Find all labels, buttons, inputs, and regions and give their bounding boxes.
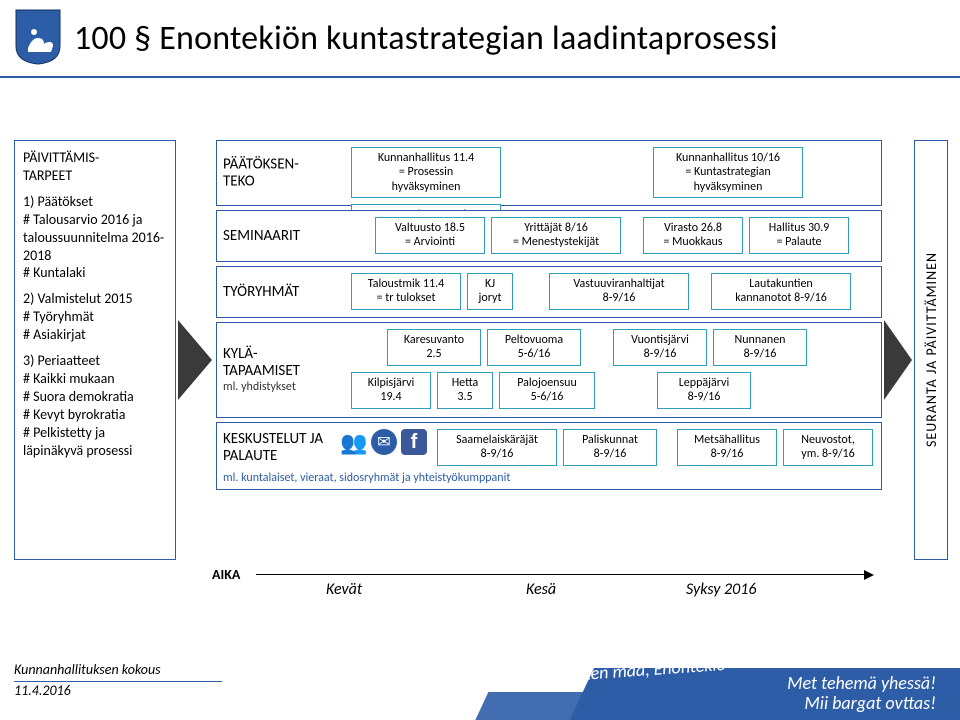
event-card: Virasto 26.8 = Muokkaus [643, 217, 743, 254]
facebook-icon: f [401, 429, 427, 455]
footer-meeting: Kunnanhallituksen kokous 11.4.2016 [14, 661, 222, 700]
event-card: KJ joryt [467, 273, 513, 310]
event-card: Kunnanhallitus 11.4 = Prosessin hyväksym… [351, 147, 501, 198]
row-label: PÄÄTÖKSEN- TEKO [223, 157, 343, 190]
left-item: # Talousarvio 2016 ja taloussuunnitelma … [23, 211, 167, 265]
axis-tick: Syksy 2016 [686, 580, 756, 599]
left-sec2-title: 2) Valmistelut 2015 [23, 290, 167, 308]
row-label: SEMINAARIT [223, 228, 343, 245]
left-heading: PÄIVITTÄMIS- TARPEET [23, 149, 167, 185]
row-footnote: ml. kuntalaiset, vieraat, sidosryhmät ja… [223, 471, 510, 485]
row-seminars: SEMINAARIT Valtuusto 18.5 = ArviointiYri… [216, 210, 882, 262]
left-item: # Kuntalaki [23, 264, 167, 282]
event-card: Kunnanhallitus 10/16 = Kuntastrategian h… [653, 147, 803, 198]
row-discussions: KESKUSTELUT JA PALAUTE 👥 ✉ f Saamelaiskä… [216, 422, 882, 490]
left-item: # Asiakirjat [23, 326, 167, 344]
spacer [351, 329, 381, 366]
footer-date: 11.4.2016 [14, 682, 71, 699]
event-card: Vuontisjärvi 8-9/16 [613, 329, 707, 366]
row-sublabel: ml. yhdistykset [223, 381, 343, 394]
left-item: # Pelkistetty ja läpinäkyvä prosessi [23, 424, 167, 460]
event-card: Hetta 3.5 [437, 372, 493, 409]
row-label: KESKUSTELUT JA PALAUTE [223, 431, 333, 464]
email-icon: ✉ [371, 429, 397, 455]
axis-tick: Kevät [326, 580, 362, 599]
contact-icons: 👥 ✉ f [341, 429, 427, 455]
spacer [587, 329, 607, 366]
left-item: # Kaikki mukaan [23, 370, 167, 388]
footer-slogan-2: Met tehemä yhessä! [787, 672, 936, 694]
left-sec3-title: 3) Periaatteet [23, 352, 167, 370]
event-card: Paliskunnat 8-9/16 [563, 429, 657, 466]
row-decisions: PÄÄTÖKSEN- TEKO Kunnanhallitus 11.4 = Pr… [216, 140, 882, 206]
time-axis: AIKA KevätKesäSyksy 2016 [216, 570, 882, 596]
arrow-right-icon [884, 320, 912, 400]
event-card: Lautakuntien kannanotot 8-9/16 [711, 273, 851, 310]
left-sec1-title: 1) Päätökset [23, 193, 167, 211]
row-label: TYÖRYHMÄT [223, 284, 343, 301]
municipality-logo [14, 8, 62, 66]
people-icon: 👥 [341, 429, 367, 455]
right-followup-box: SEURANTA JA PÄIVITTÄMINEN [914, 140, 948, 560]
right-text: SEURANTA JA PÄIVITTÄMINEN [923, 252, 940, 447]
event-card: Leppäjärvi 8-9/16 [657, 372, 751, 409]
left-needs-box: PÄIVITTÄMIS- TARPEET 1) Päätökset # Talo… [14, 140, 176, 560]
axis-tick: Kesä [526, 580, 556, 599]
left-item: # Työryhmät [23, 308, 167, 326]
event-card: Kilpisjärvi 19.4 [351, 372, 431, 409]
slide: 100 § Enontekiön kuntastrategian laadint… [0, 0, 960, 720]
event-card: Karesuvanto 2.5 [387, 329, 481, 366]
event-card: Vastuuviranhaltijat 8-9/16 [549, 273, 689, 310]
axis-line [256, 574, 872, 575]
event-card: Saamelaiskäräjät 8-9/16 [437, 429, 557, 466]
left-item: # Kevyt byrokratia [23, 406, 167, 424]
row-workgroups: TYÖRYHMÄT Taloustmik 11.4 = tr tuloksetK… [216, 266, 882, 318]
footer-slogan-3: Mii bargat ovttas! [804, 692, 936, 714]
row-label: KYLÄ- TAPAAMISET ml. yhdistykset [223, 346, 343, 394]
left-item: # Suora demokratia [23, 388, 167, 406]
event-card: Nunnanen 8-9/16 [713, 329, 807, 366]
spacer [601, 372, 651, 409]
process-rows: PÄÄTÖKSEN- TEKO Kunnanhallitus 11.4 = Pr… [216, 140, 882, 494]
event-card: Valtuusto 18.5 = Arviointi [375, 217, 485, 254]
footer-meeting-name: Kunnanhallituksen kokous [14, 661, 222, 682]
event-card: Palojoensuu 5-6/16 [499, 372, 595, 409]
event-card: Taloustmik 11.4 = tr tulokset [351, 273, 461, 310]
event-card: Peltovuoma 5-6/16 [487, 329, 581, 366]
arrow-right-icon [178, 320, 212, 400]
header: 100 § Enontekiön kuntastrategian laadint… [0, 0, 960, 78]
event-card: Yrittäjät 8/16 = Menestystekijät [491, 217, 621, 254]
event-card: Neuvostot, ym. 8-9/16 [783, 429, 873, 466]
event-card: Hallitus 30.9 = Palaute [749, 217, 849, 254]
event-card: Metsähallitus 8-9/16 [677, 429, 777, 466]
page-title: 100 § Enontekiön kuntastrategian laadint… [74, 18, 778, 59]
axis-label: AIKA [212, 566, 240, 583]
row-village-meetings: KYLÄ- TAPAAMISET ml. yhdistykset Karesuv… [216, 322, 882, 418]
